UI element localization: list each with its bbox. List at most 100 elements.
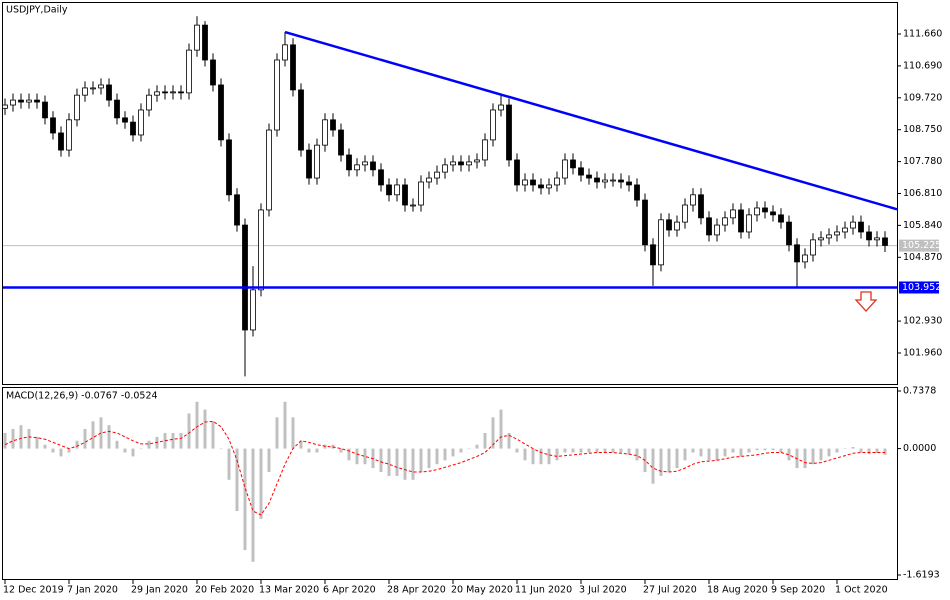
candle-body — [610, 179, 616, 182]
candle-body — [106, 84, 112, 101]
candle-body — [394, 184, 400, 196]
macd-title: MACD(12,26,9) -0.0767 -0.0524 — [6, 391, 158, 402]
macd-bar — [571, 448, 575, 453]
macd-bar — [859, 448, 863, 453]
candle-body — [42, 101, 48, 119]
candle-body — [602, 179, 608, 183]
support-label-box — [899, 281, 939, 294]
macd-bar — [427, 448, 431, 469]
candle-body — [538, 184, 544, 189]
candle-body — [178, 91, 184, 94]
macd-bar — [451, 448, 455, 457]
candle-body — [250, 289, 256, 331]
candle-body — [210, 59, 216, 86]
candle-body — [202, 24, 208, 61]
macd-bar — [883, 448, 887, 455]
candle-body — [810, 239, 816, 256]
macd-bar — [203, 409, 207, 449]
candle-body — [498, 104, 504, 111]
candle-body — [434, 171, 440, 179]
macd-bar — [707, 448, 711, 461]
macd-bar — [755, 448, 759, 451]
candle-body — [314, 144, 320, 179]
candle-body — [634, 184, 640, 201]
x-tick-label: 7 Jan 2020 — [67, 585, 118, 596]
macd-bar — [499, 409, 503, 449]
macd-bar — [843, 448, 847, 450]
macd-bar — [419, 448, 423, 473]
macd-bar — [59, 448, 63, 457]
x-tick-label: 20 Feb 2020 — [195, 585, 254, 596]
macd-bar — [235, 448, 239, 512]
macd-bar — [403, 448, 407, 480]
macd-bar — [259, 448, 263, 519]
candle-body — [362, 161, 368, 166]
macd-bar — [827, 448, 831, 457]
candle-body — [290, 44, 296, 91]
candle-body — [186, 49, 192, 94]
macd-bar — [667, 448, 671, 473]
candle-body — [642, 199, 648, 246]
macd-bar — [227, 448, 231, 480]
macd-bar — [555, 448, 559, 461]
candle-body — [850, 221, 856, 229]
candle-body — [266, 129, 272, 211]
macd-bar — [467, 448, 471, 450]
candle-body — [170, 91, 176, 94]
macd-bar — [803, 448, 807, 469]
macd-bar — [171, 432, 175, 449]
candle-body — [258, 209, 264, 291]
macd-bar — [587, 448, 591, 453]
candle-body — [562, 159, 568, 179]
macd-bar — [851, 447, 855, 449]
macd-bar — [275, 417, 279, 449]
candle-body — [650, 244, 656, 266]
macd-bar — [19, 425, 23, 449]
candle-body — [578, 167, 584, 176]
y-tick-label: 109.720 — [903, 92, 942, 103]
macd-bar — [579, 448, 583, 453]
macd-bar — [483, 432, 487, 449]
candle-body — [730, 209, 736, 219]
candle-body — [418, 181, 424, 206]
candle-body — [722, 217, 728, 226]
y-tick-label: 106.810 — [903, 188, 942, 199]
candle-body — [74, 94, 80, 121]
price-label: 105.225 — [902, 240, 941, 251]
candle-body — [146, 94, 152, 111]
candle-body — [138, 109, 144, 136]
macd-bar — [619, 448, 623, 453]
macd-bar — [27, 429, 31, 449]
y-tick-label: 0.7378 — [903, 386, 936, 397]
y-tick-label: -1.6193 — [903, 570, 940, 581]
macd-bar — [747, 448, 751, 453]
candle-body — [482, 139, 488, 161]
x-tick-label: 18 Aug 2020 — [707, 585, 768, 596]
candle-body — [58, 132, 64, 151]
y-tick-label: 101.960 — [903, 347, 942, 358]
candle-body — [746, 214, 752, 233]
macd-bar — [715, 448, 719, 461]
candle-body — [658, 219, 664, 266]
candle-body — [778, 214, 784, 223]
macd-bar — [651, 448, 655, 484]
macd-bar — [771, 448, 775, 451]
macd-bar — [515, 448, 519, 453]
candle-body — [834, 231, 840, 236]
candle-body — [874, 237, 880, 241]
candle-body — [626, 181, 632, 186]
macd-bar — [507, 432, 511, 449]
y-tick-label: 104.870 — [903, 252, 942, 263]
x-tick-label: 1 Oct 2020 — [835, 585, 888, 596]
candle-body — [522, 179, 528, 186]
candle-body — [386, 184, 392, 196]
candle-body — [274, 59, 280, 131]
candle-body — [786, 221, 792, 246]
macd-bar — [563, 448, 567, 453]
x-tick-label: 13 Mar 2020 — [259, 585, 319, 596]
macd-bar — [99, 417, 103, 449]
x-tick-label: 27 Jul 2020 — [643, 585, 697, 596]
macd-bar — [379, 448, 383, 473]
candle-body — [474, 159, 480, 163]
x-tick-label: 20 May 2020 — [451, 585, 513, 596]
